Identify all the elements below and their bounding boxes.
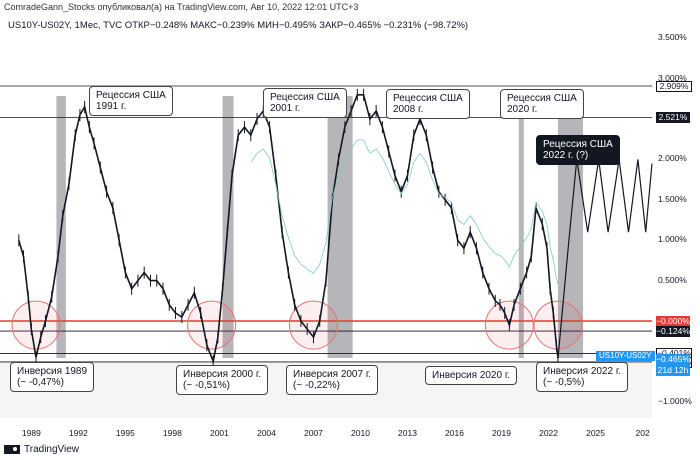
tradingview-logo-icon — [4, 445, 20, 454]
x-tick-label: 2010 — [351, 428, 370, 438]
x-tick-label: 1989 — [21, 428, 41, 438]
y-tick-label: 3.000% — [658, 72, 687, 83]
annotation-callout: Инверсия 2022 г. (~ -0,5%) — [536, 362, 629, 392]
annotation-callout: Инверсия 1989 (~ -0,47%) — [10, 362, 95, 392]
x-tick-label: 2013 — [398, 428, 417, 438]
x-tick-label: 2016 — [445, 428, 464, 438]
x-tick-label: 2007 — [303, 428, 323, 438]
x-tick-label: 1995 — [115, 428, 135, 438]
recession-bar-2 — [327, 96, 353, 358]
inversion-circle-0 — [11, 300, 61, 350]
y-tick-label: 2.000% — [658, 153, 687, 164]
inversion-circle-2 — [288, 300, 338, 350]
price-tag: 2.909% — [656, 80, 692, 92]
x-tick-label: 1998 — [162, 428, 182, 438]
y-tick-label: 1.500% — [658, 193, 687, 204]
annotation-callout: Рецессия США 2020 г. — [500, 89, 584, 119]
y-tick-label: −1.000% — [658, 395, 692, 406]
y-tick-label: 0.500% — [658, 274, 687, 285]
price-tag: 2.521% — [656, 112, 690, 124]
annotation-callout: Рецессия США 1991 г. — [89, 86, 173, 116]
x-tick-label: 2025 — [586, 428, 606, 438]
price-tag: −0.000% — [656, 316, 690, 328]
y-tick-label: 1.000% — [658, 234, 687, 245]
x-tick-label: 2001 — [209, 428, 229, 438]
inversion-circle-1 — [187, 300, 237, 350]
inversion-circle-4 — [533, 300, 583, 350]
current-value-tag: −0.465% — [656, 353, 690, 365]
symbol-legend: US10Y-US02Y, 1Мес, TVC ОТКР−0.248% МАКС−… — [8, 20, 469, 31]
y-tick-label: 3.500% — [658, 32, 687, 43]
series-line-1 — [557, 159, 653, 359]
annotation-callout: Рецессия США 2001 г. — [263, 88, 347, 118]
x-tick-label: 2004 — [256, 428, 276, 438]
publisher-line: ComradeGann_Stocks опубликовал(а) на Tra… — [4, 2, 359, 12]
annotation-callout: Инверсия 2020 г. — [425, 366, 518, 385]
x-tick-label: 1992 — [68, 428, 88, 438]
tradingview-brand[interactable]: TradingView — [4, 444, 79, 455]
annotation-callout: Инверсия 2007 г. (~ -0,22%) — [286, 365, 379, 395]
x-tick-label: 202 — [635, 428, 650, 438]
annotation-callout: Рецессия США 2022 г. (?) — [536, 135, 620, 165]
annotation-callout: Инверсия 2000 г. (~ -0,51%) — [176, 365, 269, 395]
x-tick-label: 2022 — [539, 428, 559, 438]
price-tag: −0.124% — [656, 326, 690, 338]
brand-name: TradingView — [24, 444, 80, 455]
annotation-callout: Рецессия США 2008 г. — [386, 89, 470, 119]
ma-line — [250, 139, 559, 285]
x-tick-label: 2019 — [492, 428, 511, 438]
recession-bar-3 — [518, 96, 524, 358]
series-label: US10Y-US02Y — [596, 351, 655, 361]
countdown-tag: 21d 12h — [656, 364, 690, 376]
